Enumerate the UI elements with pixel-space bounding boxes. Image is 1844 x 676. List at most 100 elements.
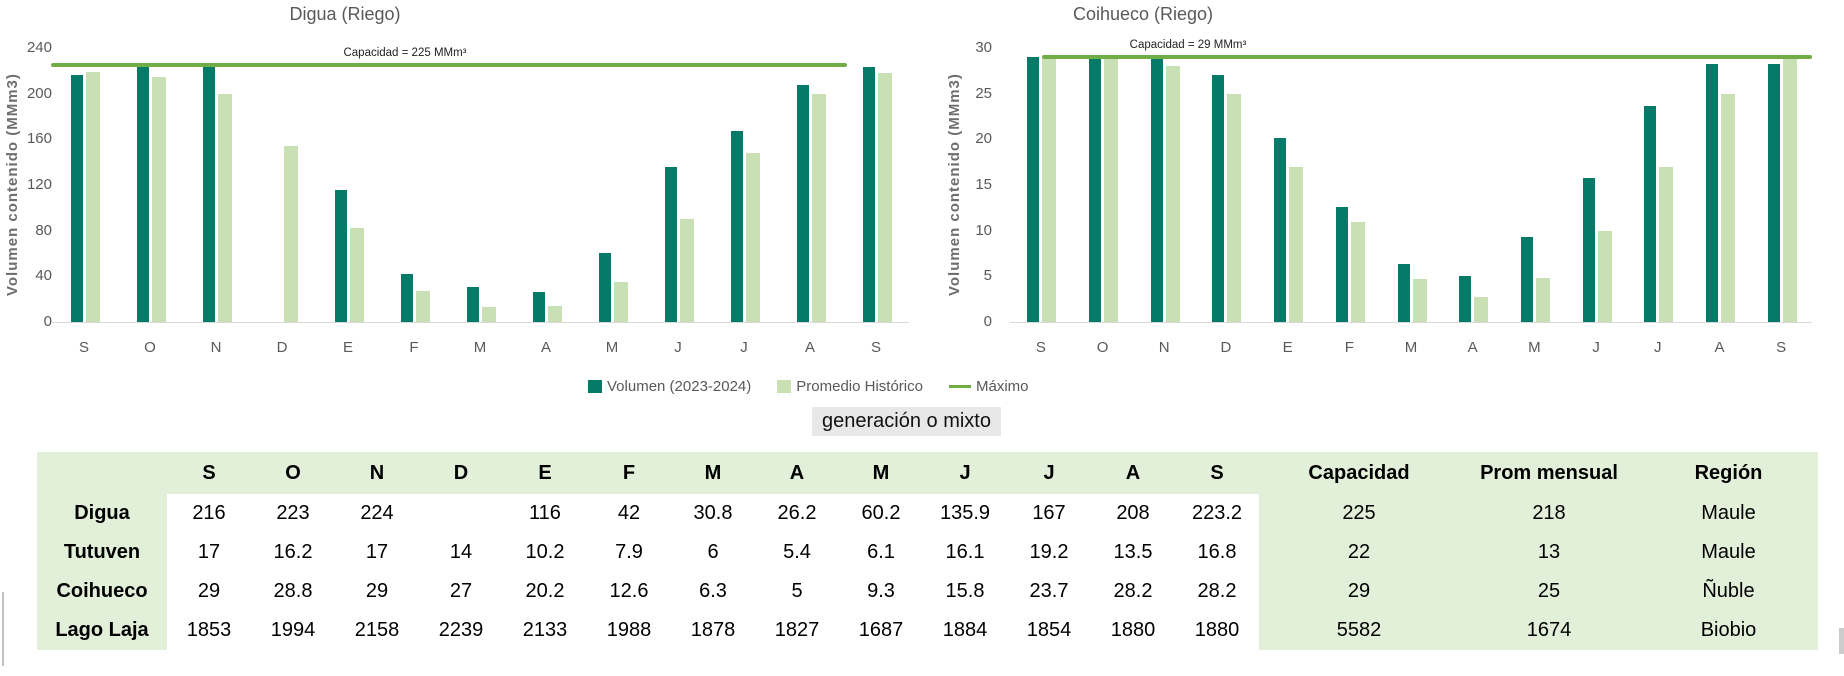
x-tick-label: S — [78, 339, 89, 356]
bar-promedio — [679, 219, 694, 322]
month-value-cell: 5.4 — [755, 533, 839, 572]
legend-label-promedio: Promedio Histórico — [796, 378, 923, 395]
month-value-cell — [419, 494, 503, 533]
month-header-cell: O — [285, 461, 301, 484]
bar-volumen — [1767, 64, 1780, 322]
table-row: Coihueco 29 28.8 29 27 20.2 12.6 6.3 5 9.3 15.8 23.… — [37, 572, 1818, 611]
region-cell: Biobio — [1700, 619, 1757, 641]
bar-volumen — [862, 67, 875, 322]
legend-label-maximo: Máximo — [975, 378, 1029, 395]
left-edge-fragment — [2, 592, 4, 666]
capacity-cell: 22 — [1347, 541, 1371, 563]
month-value-cell: 16.1 — [923, 533, 1007, 572]
row-label: Digua — [74, 502, 130, 524]
summary-header-cell: Región — [1694, 461, 1763, 484]
y-tick-label: 15 — [975, 176, 992, 193]
x-tick-label: J — [740, 339, 748, 356]
y-tick-label: 40 — [35, 267, 52, 285]
bar-promedio — [1227, 93, 1242, 322]
month-header-cell: F — [622, 461, 636, 484]
month-value-cell: 9.3 — [839, 572, 923, 611]
month-header-cell: J — [1043, 461, 1055, 484]
bar-promedio — [1720, 93, 1735, 322]
plot-area — [1010, 48, 1812, 323]
bar-promedio — [1042, 57, 1057, 322]
bar-volumen — [466, 286, 479, 322]
prom-mensual-cell: 218 — [1532, 502, 1566, 524]
month-value-cell: 30.8 — [671, 494, 755, 533]
month-header-cell: E — [538, 461, 552, 484]
bar-volumen — [70, 75, 83, 322]
x-tick-label: M — [605, 339, 619, 356]
prom-mensual-cell: 25 — [1537, 580, 1561, 602]
month-value-cell: 5 — [755, 572, 839, 611]
month-value-cell: 23.7 — [1007, 572, 1091, 611]
y-tick-label: 0 — [983, 313, 992, 330]
capacity-line — [1042, 55, 1812, 60]
bar-promedio — [1659, 166, 1674, 322]
x-tick-label: A — [540, 339, 551, 356]
capacity-cell: 5582 — [1336, 619, 1382, 641]
bar-volumen — [202, 66, 215, 322]
bar-promedio — [547, 306, 562, 322]
month-value-cell: 224 — [335, 494, 419, 533]
bar-volumen — [1397, 264, 1410, 322]
y-tick-label: 30 — [975, 39, 992, 56]
month-value-cell: 20.2 — [503, 572, 587, 611]
month-value-cell: 6 — [671, 533, 755, 572]
month-value-cell: 1880 — [1091, 611, 1175, 650]
x-tick-label: F — [409, 339, 419, 356]
month-value-cell: 1994 — [251, 611, 335, 650]
bar-volumen — [664, 166, 677, 322]
bar-volumen — [532, 292, 545, 322]
bar-promedio — [217, 93, 232, 322]
month-value-cell: 16.8 — [1175, 533, 1259, 572]
y-tick-label: 160 — [26, 130, 52, 148]
bar-volumen — [1274, 137, 1287, 322]
x-tick-label: S — [870, 339, 881, 356]
month-value-cell: 116 — [503, 494, 587, 533]
month-value-cell: 17 — [335, 533, 419, 572]
y-tick-label: 200 — [26, 84, 52, 102]
promedio-series-swatch — [777, 380, 792, 393]
bar-volumen — [1705, 64, 1718, 322]
x-tick-label: F — [1344, 339, 1354, 356]
month-value-cell: 223 — [251, 494, 335, 533]
month-value-cell: 15.8 — [923, 572, 1007, 611]
x-tick-label: J — [1654, 339, 1662, 356]
bar-promedio — [1412, 279, 1427, 322]
month-value-cell: 60.2 — [839, 494, 923, 533]
x-tick-label: M — [1528, 339, 1541, 356]
month-value-cell: 2239 — [419, 611, 503, 650]
month-header-cell: A — [789, 461, 805, 484]
bar-volumen — [400, 274, 413, 322]
bar-promedio — [745, 153, 760, 322]
x-tick-label: A — [1467, 339, 1478, 356]
month-value-cell: 19.2 — [1007, 533, 1091, 572]
legend-label-volumen: Volumen (2023-2024) — [607, 378, 752, 395]
bar-volumen — [796, 84, 809, 322]
x-tick-label: S — [1035, 339, 1046, 356]
y-tick-label: 120 — [26, 176, 52, 193]
bar-promedio — [1597, 230, 1612, 322]
table-row: Tutuven 17 16.2 17 14 10.2 7.9 6 5.4 6.1 16.1 19.2 1… — [37, 533, 1818, 572]
bar-promedio — [1535, 278, 1550, 322]
bar-promedio — [1104, 57, 1119, 322]
x-tick-label: N — [210, 339, 222, 356]
month-value-cell: 1687 — [839, 611, 923, 650]
month-value-cell: 223.2 — [1175, 494, 1259, 533]
row-label: Tutuven — [63, 541, 141, 563]
bar-promedio — [1165, 66, 1180, 322]
bar-promedio — [877, 73, 892, 322]
table-row: Lago Laja 1853 1994 2158 2239 2133 1988 1878 182… — [37, 611, 1818, 650]
x-tick-label: E — [342, 339, 353, 356]
month-value-cell: 7.9 — [587, 533, 671, 572]
chart-digua: Digua (Riego) Volumen contenido (MMm3) 0 40… — [4, 4, 909, 356]
x-tick-label: J — [674, 339, 682, 356]
x-tick-label: D — [276, 339, 288, 356]
month-value-cell: 28.2 — [1091, 572, 1175, 611]
month-header-cell: M — [704, 461, 722, 484]
summary-header-cell: Capacidad — [1308, 461, 1410, 484]
plot-area — [51, 48, 909, 323]
